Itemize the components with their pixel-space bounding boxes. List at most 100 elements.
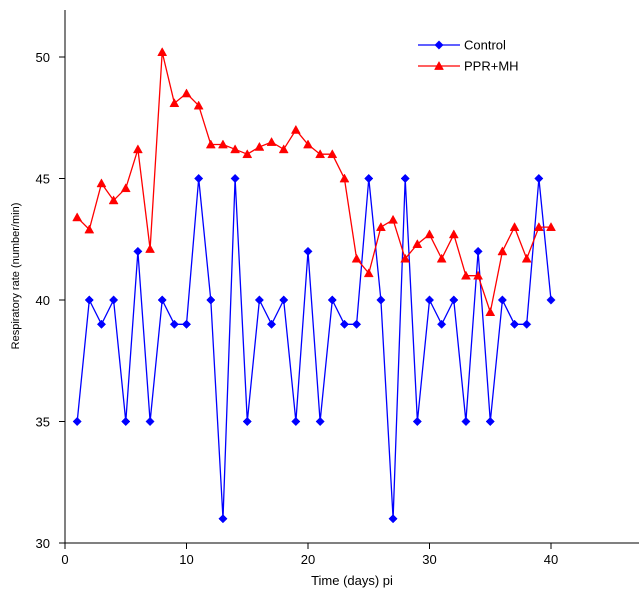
data-point [436, 253, 447, 263]
data-point [461, 270, 471, 280]
data-point [461, 416, 471, 427]
data-point [534, 173, 544, 184]
data-point [546, 295, 556, 305]
data-point [412, 239, 423, 248]
data-point [291, 416, 301, 427]
x-axis-title: Time (days) pi [311, 573, 393, 588]
data-point [352, 319, 362, 329]
data-point [230, 173, 240, 184]
data-point [84, 295, 94, 305]
data-point [509, 319, 520, 329]
data-point [533, 222, 544, 231]
data-point [96, 319, 107, 329]
data-point [266, 319, 277, 329]
data-point [254, 295, 264, 305]
data-point [242, 416, 252, 427]
data-point [412, 416, 422, 427]
data-point [279, 295, 289, 305]
data-point [96, 178, 107, 188]
data-point [157, 47, 168, 56]
data-point [254, 141, 265, 151]
data-point [205, 139, 216, 149]
data-point [72, 212, 83, 222]
data-point [194, 173, 204, 184]
data-point [376, 295, 386, 305]
data-point [169, 319, 179, 329]
y-tick-label: 40 [36, 293, 50, 308]
data-point [109, 295, 119, 305]
data-point [278, 144, 289, 154]
data-point [121, 416, 131, 427]
data-point [339, 319, 350, 329]
data-point [218, 139, 228, 149]
data-point [181, 319, 192, 329]
data-point [388, 214, 398, 224]
legend-marker [434, 40, 444, 50]
data-point [72, 416, 82, 427]
data-point [290, 124, 301, 134]
series-layer [72, 47, 556, 524]
x-ticks: 0 10 20 30 40 [61, 543, 558, 567]
data-point [133, 246, 143, 256]
data-point [230, 144, 241, 154]
series-ppr-mh [72, 47, 556, 316]
data-point [315, 416, 325, 427]
data-point [218, 514, 228, 524]
x-tick-label: 30 [422, 552, 436, 567]
data-point [84, 224, 95, 234]
data-point [363, 268, 374, 278]
y-ticks: 30 35 40 45 50 [36, 50, 65, 551]
data-point [327, 295, 337, 305]
data-point [437, 319, 447, 329]
data-point [473, 246, 483, 256]
y-tick-label: 50 [36, 50, 50, 65]
data-point [521, 253, 532, 263]
legend-label: Control [464, 38, 506, 53]
chart-axes [64, 10, 639, 544]
data-point [400, 173, 410, 184]
data-point [181, 88, 192, 98]
legend: Control PPR+MH [418, 38, 519, 74]
data-point [388, 514, 398, 524]
data-point [497, 295, 507, 305]
legend-marker [434, 60, 444, 70]
data-point [266, 137, 277, 146]
data-point [497, 246, 508, 256]
data-point [157, 295, 167, 305]
data-point [424, 295, 435, 305]
y-axis-title: Respiratory rate (number/min) [10, 203, 22, 350]
series-line [76, 51, 551, 315]
data-point [169, 98, 180, 108]
data-point [108, 195, 119, 205]
data-point [145, 243, 155, 253]
data-point [206, 295, 216, 305]
data-point [303, 246, 313, 256]
data-point [375, 222, 386, 231]
series-line [76, 178, 552, 519]
data-point [485, 416, 495, 427]
x-tick-label: 10 [179, 552, 193, 567]
data-point [485, 307, 496, 316]
data-point [339, 173, 350, 183]
data-point [242, 149, 253, 159]
data-point [473, 270, 484, 280]
data-point [509, 222, 520, 231]
y-tick-label: 35 [36, 415, 50, 430]
data-point [351, 253, 362, 263]
data-point [448, 229, 459, 239]
data-point [327, 149, 338, 159]
data-point [400, 253, 411, 263]
data-point [120, 183, 131, 193]
x-tick-label: 40 [544, 552, 558, 567]
data-point [449, 295, 459, 305]
x-tick-label: 20 [301, 552, 315, 567]
y-tick-label: 45 [36, 172, 50, 187]
data-point [522, 319, 532, 329]
data-point [303, 139, 313, 149]
series-control [72, 173, 556, 524]
data-point [145, 416, 155, 427]
data-point [315, 149, 326, 159]
data-point [132, 144, 143, 154]
data-point [193, 100, 204, 110]
